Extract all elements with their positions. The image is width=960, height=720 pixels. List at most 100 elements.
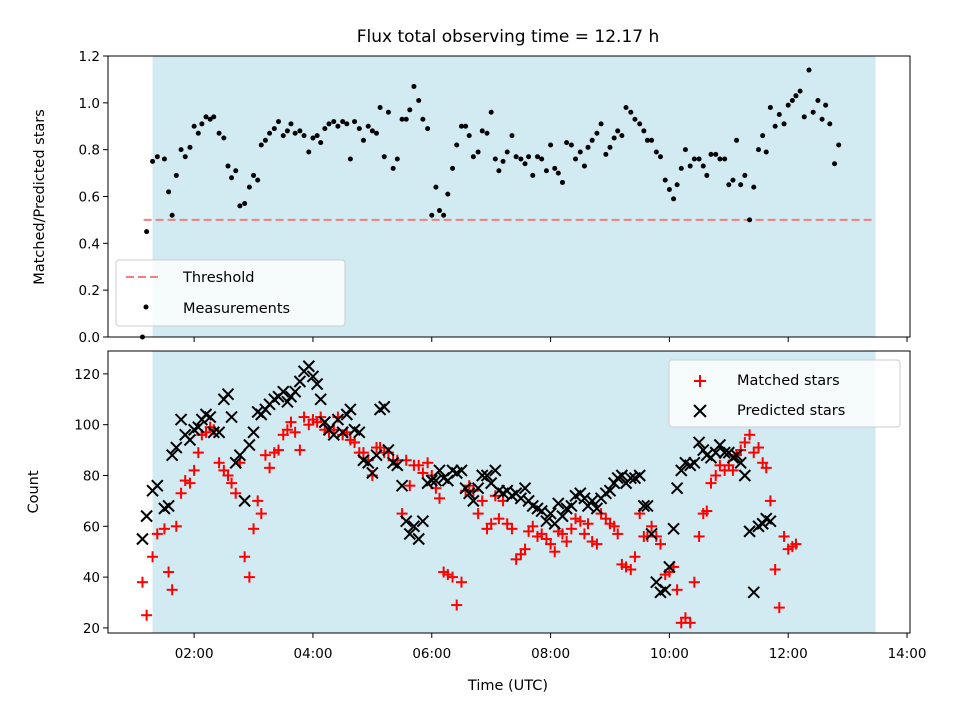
measurement-point <box>789 97 795 103</box>
measurement-point <box>543 168 549 174</box>
matched-point <box>243 571 255 583</box>
measurement-point <box>573 156 579 162</box>
predicted-point <box>540 515 553 528</box>
measurement-point <box>314 133 320 139</box>
matched-point <box>510 553 522 565</box>
matched-point <box>213 457 225 469</box>
measurement-point <box>267 130 273 136</box>
measurement-point <box>161 156 167 162</box>
predicted-point <box>174 413 188 426</box>
measurement-point <box>458 123 464 129</box>
measurement-point <box>713 151 719 157</box>
matched-point <box>252 495 264 507</box>
matched-point <box>166 584 178 596</box>
predicted-point <box>455 464 468 477</box>
matched-point <box>151 528 163 540</box>
predicted-point <box>709 446 722 459</box>
measurement-point <box>513 154 519 160</box>
matched-point <box>629 551 641 563</box>
measurement-point <box>352 119 358 125</box>
predicted-point <box>207 426 220 439</box>
measurement-point <box>344 121 350 127</box>
matched-point <box>684 617 696 629</box>
measurement-point <box>385 109 391 115</box>
predicted-point <box>183 433 197 447</box>
measurement-point <box>475 149 481 155</box>
predicted-point <box>229 456 242 469</box>
predicted-point <box>336 426 349 439</box>
matched-point <box>591 538 603 550</box>
matched-point <box>650 530 662 542</box>
predicted-point <box>624 471 637 485</box>
measurement-point <box>607 144 613 150</box>
matched-point <box>404 480 416 492</box>
measurement-point <box>390 165 396 171</box>
predicted-point <box>518 481 532 495</box>
measurement-point <box>484 130 490 136</box>
predicted-point <box>151 479 164 492</box>
matched-point <box>357 447 369 459</box>
measurement-point <box>598 121 604 127</box>
measurement-point <box>632 116 638 122</box>
measurement-point <box>581 163 587 169</box>
measurement-point <box>199 121 205 127</box>
counts-panel: 20 40 60 80 100 120 02:00 04:00 06:00 08:00 10:00 1… <box>26 350 927 694</box>
measurement-point <box>666 186 672 192</box>
matched-point <box>298 411 310 423</box>
measurement-point <box>674 182 680 188</box>
measurement-point <box>411 83 417 89</box>
measurement-point <box>704 172 710 178</box>
predicted-point <box>544 507 557 520</box>
ratio-panel: 0.0 0.2 0.4 0.6 0.8 1.0 1.2 Matched/Predicted … <box>32 49 911 346</box>
predicted-point <box>565 499 578 513</box>
predicted-point <box>225 410 238 424</box>
measurement-point <box>767 105 773 111</box>
measurement-point <box>407 107 413 113</box>
ratio-ytick-label: 0.2 <box>79 283 100 299</box>
matched-point <box>561 536 573 548</box>
measurement-point <box>760 133 766 139</box>
measurement-point <box>700 163 706 169</box>
predicted-point <box>407 520 421 533</box>
measurement-point <box>360 137 366 143</box>
counts-ytick-label: 60 <box>83 519 100 535</box>
measurement-point <box>623 105 629 111</box>
matched-point <box>447 571 459 583</box>
predicted-point <box>552 497 565 510</box>
x-tick-label: 10:00 <box>650 646 689 662</box>
matched-point <box>654 538 666 550</box>
measurement-point <box>657 154 663 160</box>
measurement-point <box>772 123 778 129</box>
measurement-point <box>585 144 591 150</box>
measurement-point <box>687 163 693 169</box>
measurement-point <box>823 102 829 108</box>
x-tick-label: 14:00 <box>888 646 927 662</box>
predicted-point <box>370 448 383 462</box>
measurement-point <box>340 119 346 125</box>
matched-point <box>625 563 637 575</box>
matched-point <box>163 566 175 578</box>
measurement-point <box>246 184 252 190</box>
matched-point <box>170 520 182 532</box>
matched-point <box>230 487 242 499</box>
measurement-point <box>644 137 650 143</box>
measurement-point <box>322 126 328 132</box>
measurement-point <box>552 165 558 171</box>
measurement-point <box>416 97 422 103</box>
matched-point <box>451 599 463 611</box>
matched-point <box>264 462 276 474</box>
predicted-point <box>403 527 416 541</box>
predicted-point <box>366 466 379 480</box>
counts-legend: Matched stars Predicted stars <box>668 359 901 428</box>
predicted-point <box>162 499 175 513</box>
measurement-point <box>509 133 515 139</box>
matched-point <box>748 447 760 459</box>
matched-point <box>476 495 488 507</box>
measurement-point <box>682 147 688 153</box>
measurement-point <box>203 114 209 120</box>
measurement-point <box>399 116 405 122</box>
matched-point <box>493 513 505 525</box>
predicted-point <box>233 448 247 462</box>
predicted-point <box>327 428 340 442</box>
